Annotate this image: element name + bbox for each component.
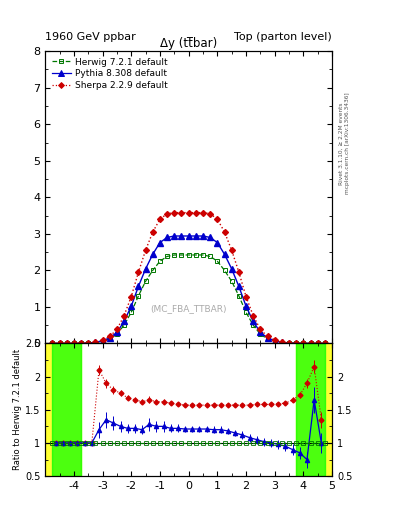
Y-axis label: Ratio to Herwig 7.2.1 default: Ratio to Herwig 7.2.1 default: [13, 349, 22, 471]
Title: Δy (tt̅bar): Δy (tt̅bar): [160, 37, 217, 50]
Text: mcplots.cern.ch [arXiv:1306.3436]: mcplots.cern.ch [arXiv:1306.3436]: [345, 93, 350, 194]
Text: Rivet 3.1.10, ≥ 2.2M events: Rivet 3.1.10, ≥ 2.2M events: [339, 102, 344, 185]
Text: 1960 GeV ppbar: 1960 GeV ppbar: [45, 32, 136, 42]
Text: Top (parton level): Top (parton level): [234, 32, 332, 42]
Legend: Herwig 7.2.1 default, Pythia 8.308 default, Sherpa 2.2.9 default: Herwig 7.2.1 default, Pythia 8.308 defau…: [50, 56, 169, 92]
Text: (MC_FBA_TTBAR): (MC_FBA_TTBAR): [151, 304, 227, 313]
